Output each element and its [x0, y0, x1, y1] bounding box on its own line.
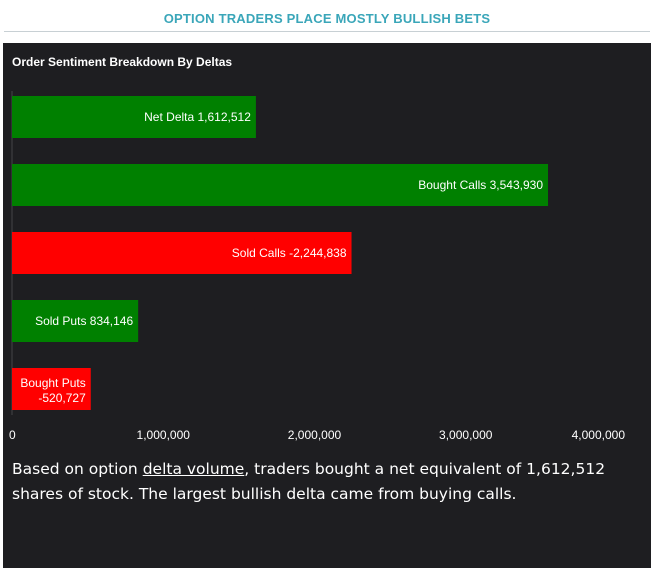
article-header: OPTION TRADERS PLACE MOSTLY BULLISH BETS — [0, 0, 654, 42]
delta-bar-chart: Order Sentiment Breakdown By Deltas Net … — [9, 55, 626, 442]
article-title: OPTION TRADERS PLACE MOSTLY BULLISH BETS — [163, 11, 491, 26]
header-divider — [4, 31, 650, 32]
bar-label-net-delta: Net Delta 1,612,512 — [144, 110, 251, 124]
bar-label-bought-puts: Bought Puts -520,727 — [20, 376, 86, 405]
delta-volume-link[interactable]: delta volume — [142, 460, 245, 478]
x-tick-label: 2,000,000 — [288, 428, 342, 442]
bar-net-delta — [12, 96, 256, 138]
x-tick-label: 0 — [9, 428, 16, 442]
caption-text-start: Based on option — [12, 460, 143, 478]
bar-label-sold-puts: Sold Puts 834,146 — [35, 314, 133, 328]
chart-panel: Order Sentiment Breakdown By Deltas Net … — [3, 43, 651, 568]
x-tick-label: 1,000,000 — [137, 428, 191, 442]
bar-label-bought-calls: Bought Calls 3,543,930 — [418, 178, 543, 192]
bar-bought-calls — [12, 164, 549, 206]
chart-title: Order Sentiment Breakdown By Deltas — [12, 55, 232, 69]
x-tick-label: 3,000,000 — [439, 428, 493, 442]
bar-sold-calls — [12, 232, 352, 274]
bar-sold-puts — [12, 300, 139, 342]
bar-bought-puts — [12, 368, 91, 410]
bar-label-sold-calls: Sold Calls -2,244,838 — [232, 246, 347, 260]
caption-text-end: , traders bought a net equivalent of 1,6… — [12, 460, 606, 503]
x-tick-label: 4,000,000 — [572, 428, 626, 442]
chart-caption: Based on option delta volume, traders bo… — [12, 457, 632, 507]
